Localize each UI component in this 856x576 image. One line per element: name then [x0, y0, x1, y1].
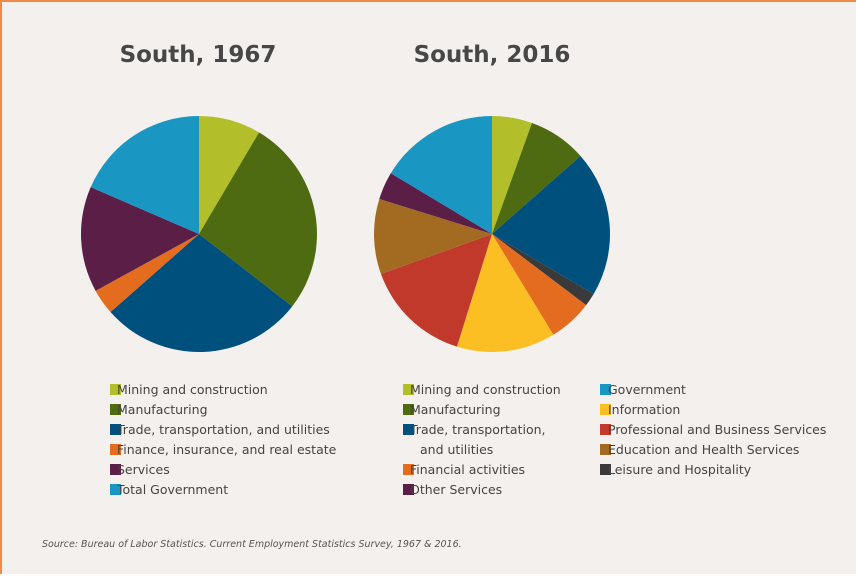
legend-label: Financial activities	[410, 462, 526, 477]
legend-label: Mining and construction	[410, 382, 561, 397]
legend-label: Manufacturing	[117, 402, 208, 417]
legend-swatch	[110, 424, 121, 435]
pie-slice	[390, 116, 492, 234]
legend-label: Government	[608, 382, 686, 397]
pie-slice	[199, 132, 318, 307]
pie-slice	[492, 234, 587, 335]
legend-swatch	[600, 384, 611, 395]
legend-swatch	[403, 464, 414, 475]
legend-swatch	[403, 384, 414, 395]
source-note: Source: Bureau of Labor Statistics. Curr…	[42, 539, 462, 550]
pie-slice	[374, 198, 492, 274]
pie-slice	[81, 187, 199, 291]
legend-swatch	[403, 424, 414, 435]
legend-swatch	[110, 384, 121, 395]
pie-slice	[95, 234, 199, 313]
chart-title: South, 2016	[414, 42, 571, 68]
legend-label: Trade, transportation, and utilities	[117, 422, 330, 437]
legend-label: Professional and Business Services	[608, 422, 827, 437]
legend-swatch	[403, 404, 414, 415]
legend-label: Total Government	[117, 482, 229, 497]
pie-slice	[379, 173, 492, 234]
pie-slice	[380, 234, 492, 347]
legend-swatch	[110, 484, 121, 495]
legend-label: Other Services	[410, 482, 503, 497]
legend-swatch	[110, 404, 121, 415]
pie-slice	[492, 155, 611, 295]
legend-label: Manufacturing	[410, 402, 501, 417]
legend-label: Education and Health Services	[608, 442, 800, 457]
legend-swatch	[403, 484, 414, 495]
legend-swatch	[110, 464, 121, 475]
legend-swatch	[600, 404, 611, 415]
pie-slice	[492, 122, 581, 234]
legend-swatch	[110, 444, 121, 455]
pie-slice	[90, 116, 199, 234]
pie-slice	[492, 116, 532, 234]
legend-swatch	[600, 424, 611, 435]
legend-label: Trade, transportation, and utilities	[410, 422, 546, 457]
legend-swatch	[600, 444, 611, 455]
pie-slice	[110, 234, 293, 353]
pie-slice	[456, 234, 554, 352]
pie-slice	[492, 234, 594, 306]
legend-swatch	[600, 464, 611, 475]
legend-label: Information	[608, 402, 681, 417]
legend-label: Mining and construction	[117, 382, 268, 397]
legend-label: Services	[117, 462, 170, 477]
legend-label: Finance, insurance, and real estate	[117, 442, 337, 457]
pie-slice	[199, 116, 260, 234]
legend-label: Leisure and Hospitality	[608, 462, 752, 477]
chart-title: South, 1967	[120, 42, 277, 68]
